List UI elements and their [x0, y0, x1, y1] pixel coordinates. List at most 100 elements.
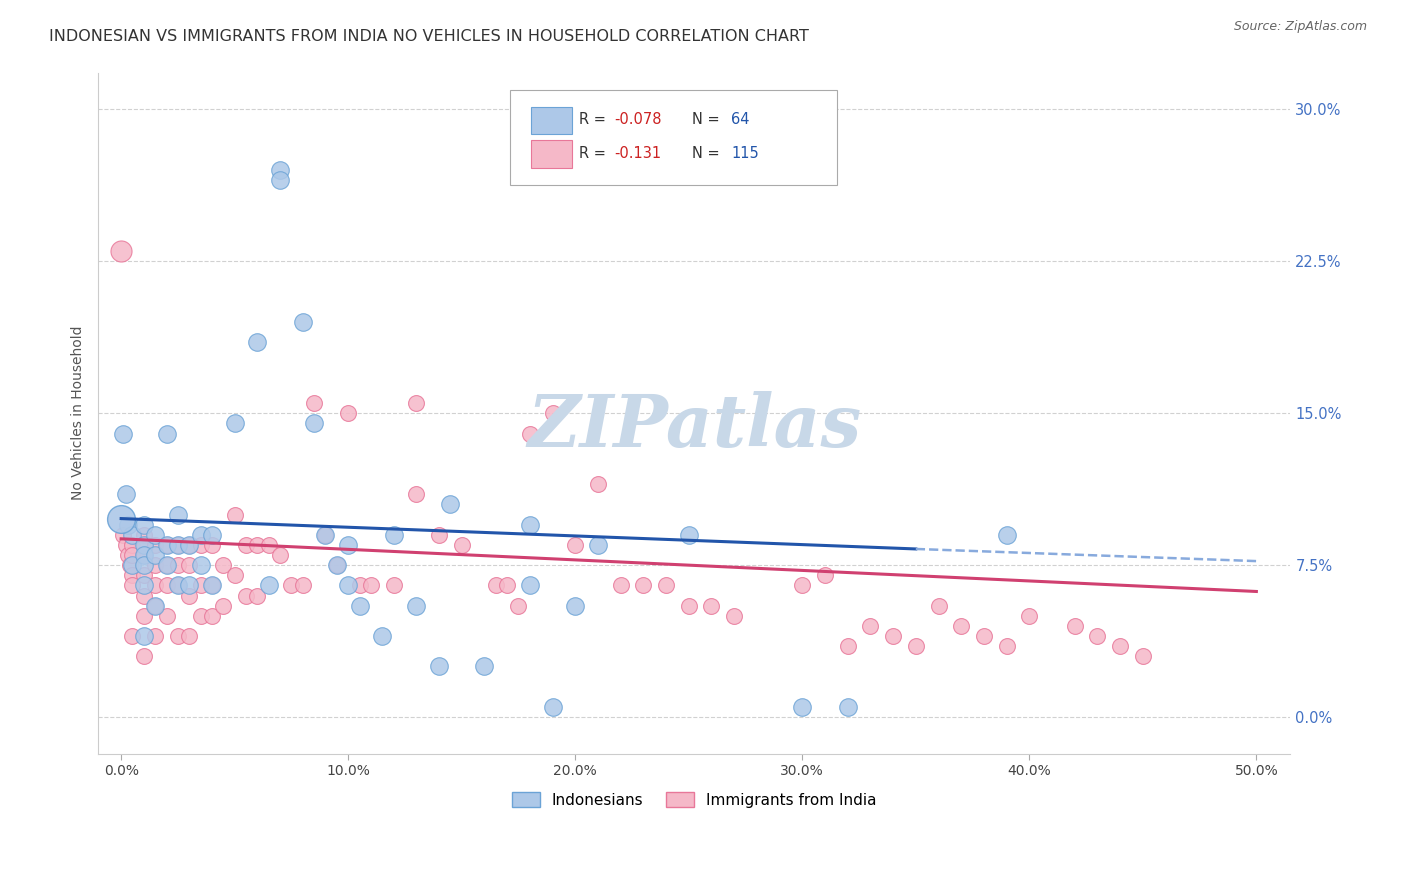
- Text: Source: ZipAtlas.com: Source: ZipAtlas.com: [1233, 20, 1367, 33]
- Point: [190, 558, 212, 573]
- Point: [280, 578, 302, 592]
- Point: [586, 538, 609, 552]
- Point: [201, 578, 224, 592]
- Point: [519, 426, 541, 441]
- Point: [427, 528, 450, 542]
- Text: -0.078: -0.078: [614, 112, 662, 128]
- Point: [179, 538, 201, 552]
- Point: [450, 538, 472, 552]
- Point: [114, 538, 136, 552]
- Point: [508, 599, 530, 613]
- Text: 64: 64: [731, 112, 749, 128]
- Point: [269, 548, 291, 562]
- Point: [179, 578, 201, 592]
- Point: [326, 558, 349, 573]
- Point: [609, 578, 631, 592]
- FancyBboxPatch shape: [509, 90, 838, 186]
- Point: [382, 578, 405, 592]
- Point: [117, 548, 139, 562]
- Point: [120, 558, 142, 573]
- Point: [950, 619, 973, 633]
- Point: [678, 528, 700, 542]
- Point: [179, 558, 201, 573]
- Point: [167, 558, 190, 573]
- Point: [1109, 639, 1132, 653]
- Point: [700, 599, 723, 613]
- Point: [405, 599, 427, 613]
- Point: [792, 700, 814, 714]
- Point: [212, 599, 235, 613]
- Point: [1018, 608, 1040, 623]
- Point: [269, 173, 291, 187]
- Point: [837, 700, 859, 714]
- Point: [167, 538, 190, 552]
- Point: [474, 659, 496, 673]
- Point: [132, 538, 155, 552]
- Point: [904, 639, 927, 653]
- Point: [337, 538, 360, 552]
- Point: [519, 517, 541, 532]
- Point: [235, 589, 257, 603]
- Point: [541, 406, 564, 420]
- Point: [114, 487, 136, 501]
- Point: [349, 578, 371, 592]
- Point: [405, 396, 427, 410]
- Point: [121, 578, 143, 592]
- Point: [723, 608, 745, 623]
- Point: [132, 568, 155, 582]
- Point: [302, 396, 325, 410]
- Point: [179, 629, 201, 643]
- Point: [112, 528, 135, 542]
- FancyBboxPatch shape: [531, 140, 572, 168]
- Point: [167, 508, 190, 522]
- Point: [257, 578, 280, 592]
- Point: [132, 578, 155, 592]
- Point: [302, 417, 325, 431]
- Point: [121, 568, 143, 582]
- Point: [167, 578, 190, 592]
- Legend: Indonesians, Immigrants from India: Indonesians, Immigrants from India: [506, 786, 883, 814]
- Point: [190, 578, 212, 592]
- Point: [212, 558, 235, 573]
- Text: -0.131: -0.131: [614, 146, 662, 161]
- Point: [201, 578, 224, 592]
- Point: [337, 406, 360, 420]
- Point: [132, 528, 155, 542]
- Point: [314, 528, 336, 542]
- Point: [257, 538, 280, 552]
- Point: [1087, 629, 1109, 643]
- Point: [190, 528, 212, 542]
- Point: [143, 599, 166, 613]
- Point: [201, 608, 224, 623]
- Point: [349, 599, 371, 613]
- Point: [586, 477, 609, 491]
- Point: [269, 163, 291, 178]
- Text: 115: 115: [731, 146, 759, 161]
- Point: [519, 578, 541, 592]
- Point: [155, 538, 177, 552]
- Point: [1132, 649, 1154, 664]
- Point: [155, 608, 177, 623]
- Point: [132, 649, 155, 664]
- Point: [110, 511, 132, 525]
- Point: [814, 568, 837, 582]
- Point: [439, 497, 461, 511]
- Text: N =: N =: [692, 146, 724, 161]
- Point: [995, 528, 1018, 542]
- Point: [143, 578, 166, 592]
- Point: [143, 629, 166, 643]
- Text: INDONESIAN VS IMMIGRANTS FROM INDIA NO VEHICLES IN HOUSEHOLD CORRELATION CHART: INDONESIAN VS IMMIGRANTS FROM INDIA NO V…: [49, 29, 808, 44]
- Point: [201, 538, 224, 552]
- Point: [143, 528, 166, 542]
- Point: [132, 558, 155, 573]
- Point: [121, 629, 143, 643]
- Point: [224, 417, 246, 431]
- Point: [928, 599, 950, 613]
- Point: [167, 538, 190, 552]
- Point: [155, 558, 177, 573]
- Point: [167, 629, 190, 643]
- Text: N =: N =: [692, 112, 724, 128]
- Point: [235, 538, 257, 552]
- Point: [132, 548, 155, 562]
- Point: [190, 608, 212, 623]
